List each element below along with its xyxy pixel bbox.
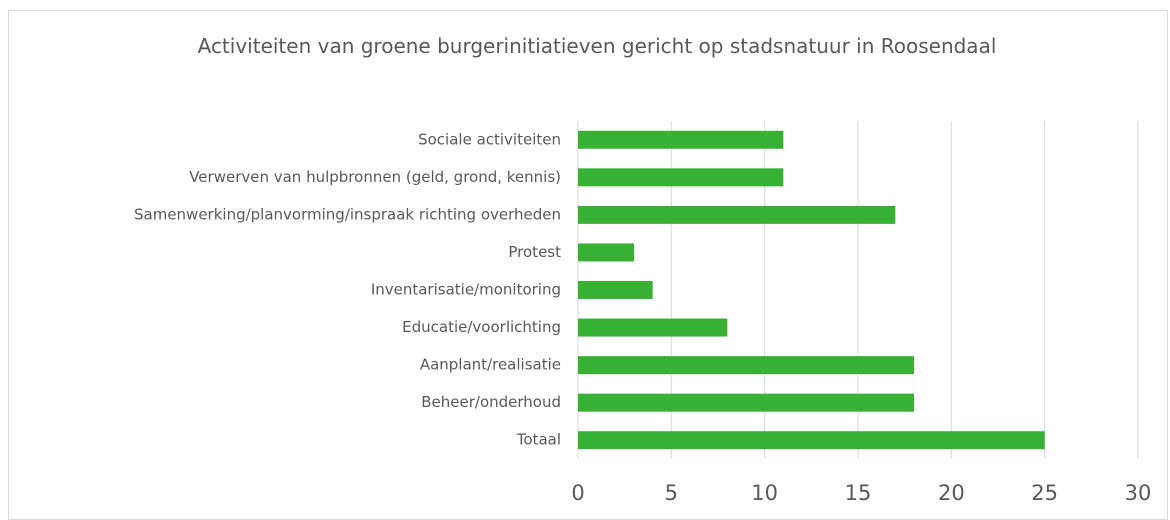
- y-tick-label: Educatie/voorlichting: [402, 318, 561, 336]
- x-tick-label: 10: [751, 481, 778, 505]
- x-tick-label: 15: [845, 481, 872, 505]
- bar: [578, 243, 634, 262]
- y-tick-label: Inventarisatie/monitoring: [371, 281, 561, 299]
- y-tick-label: Samenwerking/planvorming/inspraak richti…: [134, 205, 561, 223]
- bar: [578, 356, 914, 375]
- y-tick-label: Aanplant/realisatie: [420, 356, 561, 374]
- bar: [578, 205, 896, 224]
- x-tick-label: 0: [571, 481, 584, 505]
- y-tick-label: Beheer/onderhoud: [421, 393, 561, 411]
- bar: [578, 168, 784, 187]
- chart-title: Activiteiten van groene burgerinitiatiev…: [197, 34, 997, 58]
- x-tick-label: 20: [938, 481, 965, 505]
- x-tick-label: 5: [665, 481, 678, 505]
- bar: [578, 431, 1045, 450]
- y-tick-label: Protest: [508, 243, 561, 261]
- bar: [578, 130, 784, 149]
- y-tick-label: Sociale activiteiten: [418, 130, 561, 148]
- y-tick-label: Totaal: [516, 431, 561, 449]
- bar: [578, 281, 653, 299]
- x-tick-label: 25: [1031, 481, 1058, 505]
- x-tick-label: 30: [1125, 481, 1152, 505]
- bar: [578, 393, 914, 412]
- y-tick-label: Verwerven van hulpbronnen (geld, grond, …: [189, 168, 561, 186]
- bar: [578, 318, 728, 337]
